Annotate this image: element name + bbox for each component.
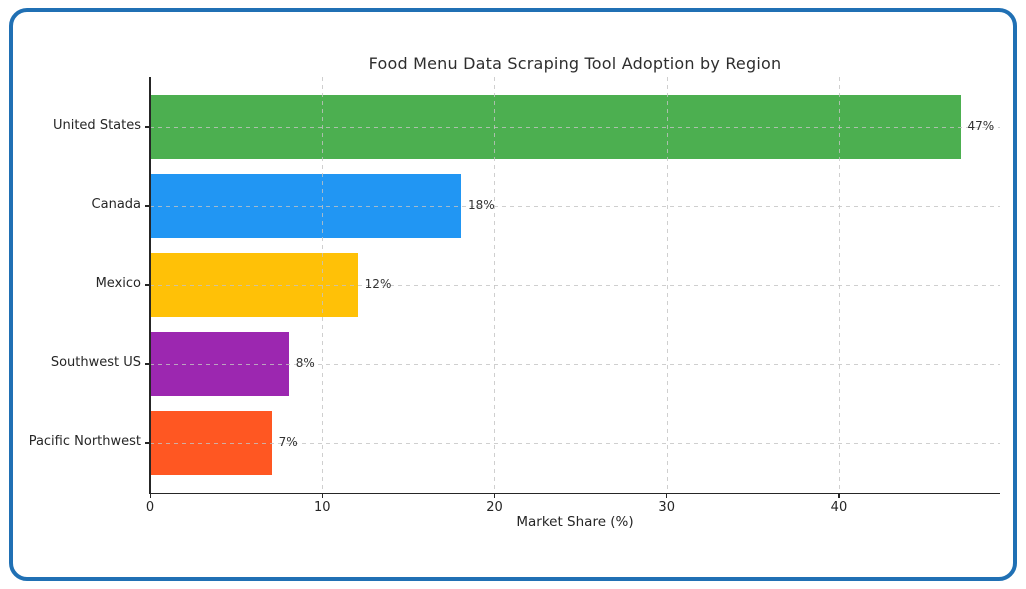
x-tick-label: 0 — [145, 500, 155, 515]
y-category-label: Canada — [91, 197, 141, 212]
x-tick-label: 30 — [658, 500, 675, 515]
chart-title: Food Menu Data Scraping Tool Adoption by… — [368, 54, 782, 73]
x-tick-mark — [493, 493, 496, 498]
y-category-label: Mexico — [95, 276, 141, 291]
y-tick-mark — [145, 442, 150, 444]
y-category-label: Pacific Northwest — [28, 433, 141, 449]
gridline-horizontal — [150, 285, 1000, 286]
bar-value-label: 47% — [967, 119, 995, 133]
y-tick-mark — [145, 363, 150, 365]
x-tick-mark — [838, 493, 840, 498]
bar — [151, 174, 462, 238]
x-axis-label: Market Share (%) — [516, 514, 634, 530]
bar-value-label: 8% — [295, 355, 315, 370]
y-tick-mark — [145, 205, 150, 207]
y-tick-mark — [145, 284, 150, 286]
x-tick-label: 10 — [313, 500, 331, 515]
y-axis-spine — [149, 77, 151, 494]
x-tick-mark — [321, 493, 323, 498]
y-category-label: Southwest US — [50, 354, 141, 370]
gridline-horizontal — [150, 363, 1000, 365]
gridline-horizontal — [150, 127, 1000, 128]
gridline-horizontal — [150, 206, 1000, 207]
x-tick-mark — [666, 493, 668, 498]
bar-value-label: 18% — [468, 198, 495, 212]
gridline-horizontal — [150, 442, 1000, 444]
x-tick-label: 40 — [830, 500, 848, 515]
x-tick-mark — [149, 493, 151, 498]
y-tick-mark — [145, 126, 150, 128]
x-axis-spine — [149, 492, 1000, 494]
y-category-label: United States — [52, 118, 141, 133]
bar-value-label: 12% — [364, 277, 392, 291]
x-tick-label: 20 — [486, 500, 503, 515]
bar-value-label: 7% — [278, 434, 298, 449]
